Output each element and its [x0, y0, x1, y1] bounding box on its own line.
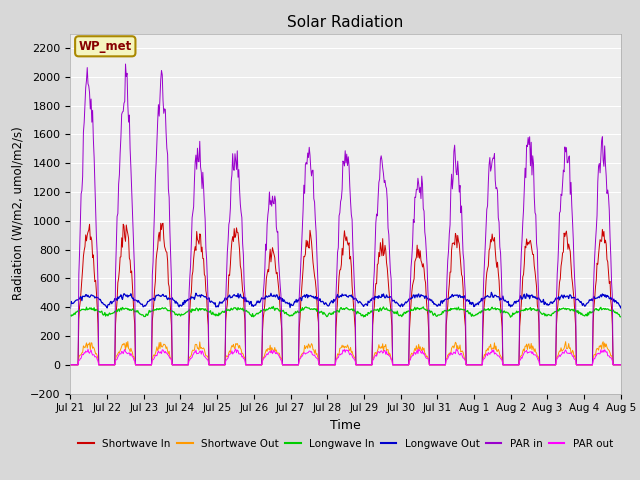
Longwave In: [507, 314, 515, 320]
PAR out: [273, 351, 281, 357]
Longwave In: [243, 309, 251, 314]
Longwave In: [67, 312, 74, 318]
Line: PAR in: PAR in: [70, 64, 640, 365]
PAR out: [458, 353, 466, 359]
PAR out: [426, 362, 433, 368]
Longwave Out: [243, 298, 251, 304]
X-axis label: Time: Time: [330, 419, 361, 432]
PAR in: [244, 362, 252, 368]
Longwave In: [426, 307, 433, 313]
Y-axis label: Radiation (W/m2, umol/m2/s): Radiation (W/m2, umol/m2/s): [12, 127, 24, 300]
Line: Longwave In: Longwave In: [70, 306, 640, 317]
PAR out: [136, 362, 143, 368]
PAR in: [273, 229, 281, 235]
Shortwave Out: [273, 350, 281, 356]
PAR out: [67, 362, 74, 368]
Shortwave In: [136, 362, 143, 368]
Longwave In: [136, 311, 143, 316]
Longwave In: [458, 307, 466, 312]
PAR in: [122, 61, 129, 67]
Line: Shortwave Out: Shortwave Out: [70, 342, 640, 365]
PAR out: [244, 362, 252, 368]
Line: Longwave Out: Longwave Out: [70, 292, 640, 308]
Shortwave In: [426, 362, 433, 368]
Shortwave In: [273, 270, 281, 276]
Longwave Out: [425, 298, 433, 304]
PAR in: [458, 229, 466, 235]
Shortwave In: [159, 220, 167, 226]
Longwave Out: [458, 294, 465, 300]
Shortwave In: [67, 362, 74, 368]
PAR out: [296, 358, 303, 363]
PAR out: [232, 346, 239, 352]
PAR in: [426, 362, 433, 368]
Shortwave In: [458, 274, 466, 279]
Longwave In: [269, 303, 277, 309]
Longwave In: [273, 305, 281, 311]
Title: Solar Radiation: Solar Radiation: [287, 15, 404, 30]
Shortwave Out: [136, 362, 144, 368]
Shortwave In: [296, 325, 303, 331]
Line: PAR out: PAR out: [70, 349, 640, 365]
Shortwave Out: [458, 348, 466, 354]
Legend: Shortwave In, Shortwave Out, Longwave In, Longwave Out, PAR in, PAR out: Shortwave In, Shortwave Out, Longwave In…: [74, 435, 617, 453]
PAR in: [136, 362, 144, 368]
Longwave Out: [488, 289, 495, 295]
Text: WP_met: WP_met: [79, 40, 132, 53]
PAR in: [67, 362, 74, 368]
Longwave Out: [294, 298, 302, 304]
Shortwave Out: [244, 362, 252, 368]
Longwave Out: [67, 305, 74, 311]
Shortwave Out: [67, 362, 74, 368]
PAR in: [296, 293, 303, 299]
Shortwave In: [244, 362, 252, 368]
Line: Shortwave In: Shortwave In: [70, 223, 640, 365]
Longwave In: [296, 310, 303, 315]
Shortwave Out: [426, 362, 433, 368]
Shortwave Out: [296, 357, 303, 363]
Shortwave Out: [124, 339, 132, 345]
Longwave Out: [273, 292, 280, 298]
Longwave Out: [136, 300, 143, 305]
